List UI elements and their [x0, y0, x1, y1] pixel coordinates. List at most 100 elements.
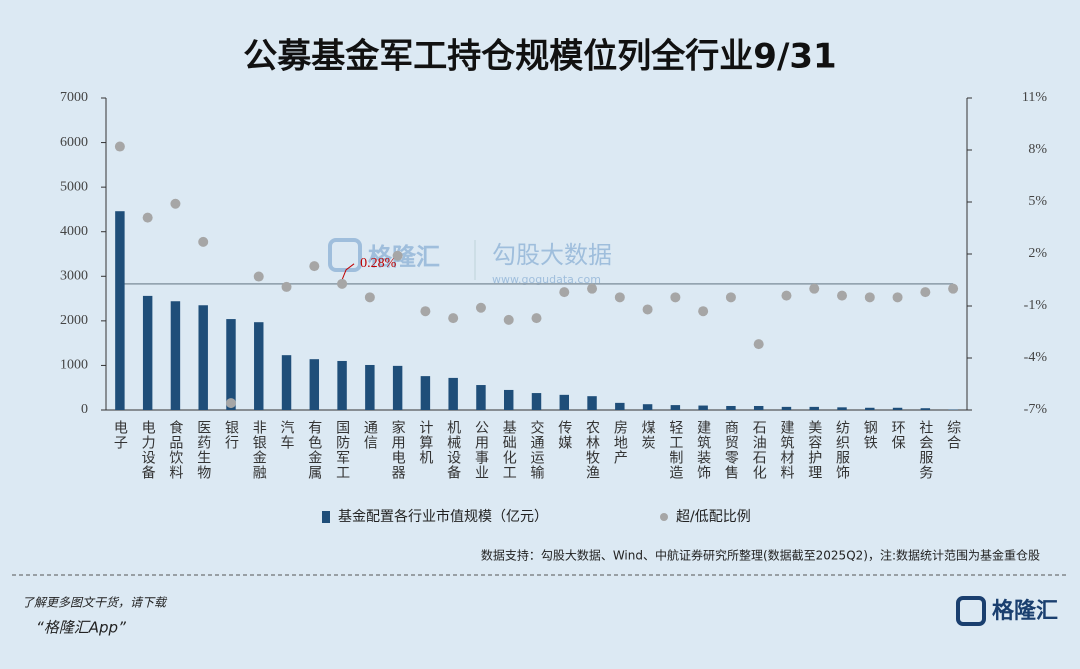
footer-line1: 了解更多图文干货，请下载 — [22, 596, 168, 610]
bar — [171, 301, 180, 410]
x-tick-label: 通信 — [362, 420, 378, 450]
bar — [865, 408, 874, 410]
bar — [448, 378, 457, 410]
bar — [754, 406, 763, 410]
bar — [671, 405, 680, 410]
bar — [226, 319, 235, 410]
dot — [198, 237, 208, 247]
bar — [643, 404, 652, 410]
bar — [421, 376, 430, 410]
bar — [365, 365, 374, 410]
y2-tick-label: 11% — [1022, 90, 1047, 105]
bar — [198, 305, 207, 410]
bar — [615, 403, 624, 410]
y2-tick-label: -1% — [1024, 298, 1048, 313]
dot — [254, 272, 264, 282]
bar — [476, 385, 485, 410]
dot — [226, 398, 236, 408]
bar — [893, 408, 902, 410]
chart-title: 公募基金军工持仓规模位列全行业9/31 — [243, 37, 836, 77]
footer-logo: 格隆汇 — [992, 598, 1058, 624]
x-tick-label: 煤炭 — [640, 420, 656, 450]
bar — [782, 407, 791, 410]
dot — [615, 292, 625, 302]
y2-tick-label: -4% — [1024, 350, 1048, 365]
dot — [532, 313, 542, 323]
bar — [254, 322, 263, 410]
y-tick-label: 6000 — [60, 135, 88, 150]
watermark-logo — [330, 240, 360, 270]
x-tick-label: 机械设备 — [445, 420, 461, 480]
y2-tick-label: 5% — [1028, 194, 1047, 209]
legend-swatch — [660, 513, 668, 521]
bar — [393, 366, 402, 410]
bar — [837, 407, 846, 410]
x-tick-label: 银行 — [223, 420, 239, 450]
dot — [559, 287, 569, 297]
x-tick-label: 计算机 — [417, 420, 433, 465]
y-tick-label: 5000 — [60, 179, 88, 194]
x-tick-label: 电子 — [112, 420, 128, 450]
x-tick-label: 社会服务 — [917, 420, 933, 480]
dot — [809, 284, 819, 294]
x-tick-label: 钢铁 — [862, 420, 878, 450]
bar — [587, 396, 596, 410]
legend-swatch — [322, 511, 330, 523]
bar — [560, 395, 569, 410]
dot — [476, 303, 486, 313]
footer-logo-icon — [958, 598, 984, 624]
x-tick-label: 环保 — [890, 420, 906, 450]
dot — [948, 284, 958, 294]
x-tick-label: 家用电器 — [390, 419, 406, 480]
x-tick-label: 传媒 — [556, 420, 572, 450]
dot — [143, 213, 153, 223]
dot — [698, 306, 708, 316]
dot — [893, 292, 903, 302]
dot — [754, 339, 764, 349]
bar — [310, 359, 319, 410]
x-tick-label: 轻工制造 — [667, 420, 683, 480]
y-tick-label: 3000 — [60, 269, 88, 284]
x-tick-label: 建筑材料 — [778, 420, 794, 480]
bar — [810, 407, 819, 410]
y-tick-label: 1000 — [60, 358, 88, 373]
x-tick-label: 农林牧渔 — [584, 420, 600, 480]
y-tick-label: 4000 — [60, 224, 88, 239]
bar — [532, 393, 541, 410]
x-tick-label: 交通运输 — [529, 419, 545, 480]
dot — [309, 261, 319, 271]
bar — [726, 406, 735, 410]
dot — [393, 251, 403, 261]
dot — [865, 292, 875, 302]
x-tick-label: 建筑装饰 — [695, 420, 711, 480]
x-tick-label: 纺织服饰 — [834, 420, 850, 480]
bar — [282, 355, 291, 410]
dot — [420, 306, 430, 316]
y2-tick-label: 8% — [1028, 142, 1047, 157]
dot — [781, 291, 791, 301]
bar — [115, 211, 124, 410]
bar — [337, 361, 346, 410]
x-tick-label: 综合 — [945, 420, 961, 450]
x-tick-label: 美容护理 — [806, 420, 822, 480]
x-tick-label: 汽车 — [279, 420, 295, 450]
watermark-site: 勾股大数据 — [492, 241, 612, 269]
y-tick-label: 7000 — [60, 90, 88, 105]
dot — [282, 282, 292, 292]
x-tick-label: 房地产 — [612, 420, 628, 465]
dot — [726, 292, 736, 302]
source: 数据支持：勾股大数据、Wind、中航证券研究所整理(数据截至2025Q2)，注:… — [481, 548, 1040, 563]
dot — [504, 315, 514, 325]
x-tick-label: 公用事业 — [473, 420, 489, 480]
x-tick-label: 电力设备 — [140, 420, 156, 480]
x-tick-label: 非银金融 — [251, 420, 267, 480]
dot — [643, 304, 653, 314]
dot — [170, 199, 180, 209]
dot — [337, 279, 347, 289]
x-tick-label: 石油石化 — [751, 420, 767, 480]
y-tick-label: 0 — [81, 402, 88, 417]
x-tick-label: 有色金属 — [306, 420, 322, 480]
y-tick-label: 2000 — [60, 313, 88, 328]
